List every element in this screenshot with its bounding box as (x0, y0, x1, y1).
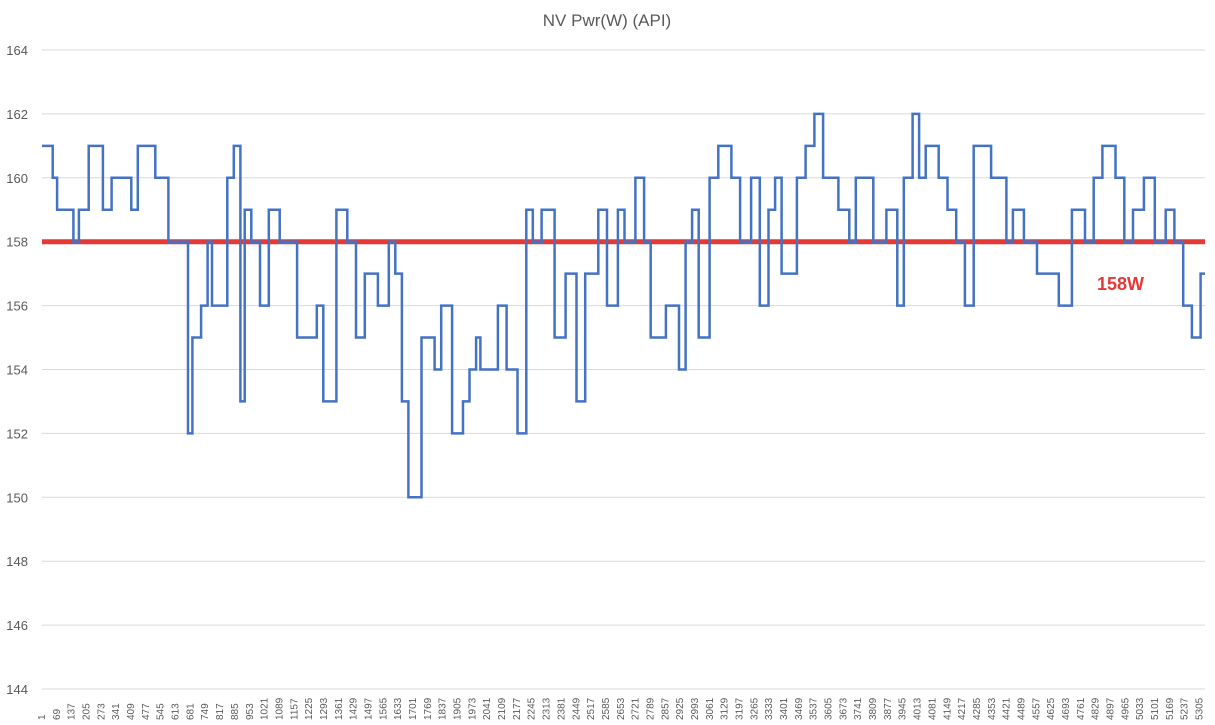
series-group (42, 112, 1205, 499)
x-tick-label: 5101 (1150, 697, 1161, 720)
x-tick-label: 1905 (453, 697, 464, 720)
y-tick-label: 144 (6, 682, 28, 697)
y-tick-label: 148 (6, 554, 28, 569)
x-axis-ticks: 1 69 137 205 273 341 409 477 545 613 681 749 817 885 9… (37, 697, 1206, 720)
x-tick-label: 1973 (467, 697, 478, 720)
y-tick-label: 156 (6, 299, 28, 314)
x-tick-label: 817 (215, 703, 226, 720)
x-tick-label: 1565 (378, 697, 389, 720)
x-tick-label: 1701 (408, 697, 419, 720)
x-tick-label: 477 (141, 703, 152, 720)
x-tick-label: 1089 (274, 697, 285, 720)
x-tick-label: 4285 (972, 697, 983, 720)
x-tick-label: 1497 (363, 697, 374, 720)
x-tick-label: 2789 (645, 697, 656, 720)
x-tick-label: 1837 (438, 697, 449, 720)
x-tick-label: 4081 (927, 697, 938, 720)
x-tick-label: 5305 (1195, 697, 1206, 720)
y-tick-label: 158 (6, 235, 28, 250)
x-tick-label: 4489 (1016, 697, 1027, 720)
x-tick-label: 5033 (1135, 697, 1146, 720)
x-tick-label: 3061 (705, 697, 716, 720)
x-tick-label: 1157 (289, 698, 300, 720)
x-tick-label: 3129 (720, 697, 731, 720)
x-tick-label: 5169 (1165, 697, 1176, 720)
y-tick-label: 146 (6, 618, 28, 633)
x-tick-label: 3333 (764, 697, 775, 720)
y-tick-label: 152 (6, 426, 28, 441)
x-tick-label: 3537 (809, 697, 820, 720)
x-tick-label: 4353 (987, 697, 998, 720)
x-tick-label: 3877 (883, 697, 894, 720)
y-tick-label: 162 (6, 107, 28, 122)
x-tick-label: 4693 (1061, 697, 1072, 720)
x-tick-label: 3809 (868, 697, 879, 720)
x-tick-label: 5237 (1180, 697, 1191, 720)
x-tick-label: 2041 (482, 697, 493, 720)
x-tick-label: 2449 (571, 697, 582, 720)
y-axis-ticks: 144 146 148 150 152 154 156 158 160 162 164 (6, 43, 28, 697)
y-tick-label: 164 (6, 43, 28, 58)
x-tick-label: 1 (37, 714, 48, 720)
x-tick-label: 1293 (319, 697, 330, 720)
x-tick-label: 4013 (913, 697, 924, 720)
x-tick-label: 2925 (675, 697, 686, 720)
x-tick-label: 1361 (334, 697, 345, 720)
x-tick-label: 2585 (601, 697, 612, 720)
x-tick-label: 3469 (794, 697, 805, 720)
x-tick-label: 69 (52, 708, 63, 720)
x-tick-label: 4625 (1046, 697, 1057, 720)
x-tick-label: 2653 (616, 697, 627, 720)
x-tick-label: 137 (67, 703, 78, 720)
x-tick-label: 3605 (824, 697, 835, 720)
x-tick-label: 3401 (779, 697, 790, 720)
x-tick-label: 3265 (749, 697, 760, 720)
x-tick-label: 681 (185, 703, 196, 720)
gridlines (42, 49, 1205, 690)
x-tick-label: 1021 (260, 697, 271, 720)
x-tick-label: 4149 (942, 697, 953, 720)
x-tick-label: 3197 (734, 697, 745, 720)
x-tick-label: 205 (82, 703, 93, 720)
x-tick-label: 2381 (556, 697, 567, 720)
x-tick-label: 2109 (497, 697, 508, 720)
x-tick-label: 3741 (853, 697, 864, 720)
x-tick-label: 749 (200, 703, 211, 720)
x-tick-label: 2313 (542, 697, 553, 720)
x-tick-label: 4897 (1106, 697, 1117, 720)
x-tick-label: 545 (156, 703, 167, 720)
x-tick-label: 2857 (660, 697, 671, 720)
x-tick-label: 409 (126, 703, 137, 720)
x-tick-label: 4965 (1120, 697, 1131, 720)
x-tick-label: 4829 (1091, 697, 1102, 720)
x-tick-label: 885 (230, 703, 241, 720)
x-tick-label: 4761 (1076, 697, 1087, 720)
x-tick-label: 4557 (1031, 697, 1042, 720)
x-tick-label: 2177 (512, 697, 523, 720)
x-tick-label: 341 (111, 703, 122, 720)
x-tick-label: 2517 (586, 697, 597, 720)
y-tick-label: 150 (6, 490, 28, 505)
x-tick-label: 2721 (631, 697, 642, 720)
series-line (42, 112, 1205, 499)
reference-line-label: 158W (1097, 274, 1144, 294)
y-tick-label: 160 (6, 171, 28, 186)
chart-title: NV Pwr(W) (API) (543, 11, 671, 30)
y-tick-label: 154 (6, 363, 28, 378)
x-tick-label: 1769 (423, 697, 434, 720)
x-tick-label: 4421 (1002, 697, 1013, 720)
x-tick-label: 953 (245, 703, 256, 720)
x-tick-label: 3945 (898, 697, 909, 720)
x-tick-label: 2993 (690, 697, 701, 720)
x-tick-label: 1225 (304, 697, 315, 720)
x-tick-label: 4217 (957, 697, 968, 720)
x-tick-label: 1429 (349, 697, 360, 720)
x-tick-label: 273 (96, 703, 107, 720)
x-tick-label: 613 (171, 703, 182, 720)
x-tick-label: 1633 (393, 697, 404, 720)
x-tick-label: 2245 (527, 697, 538, 720)
x-tick-label: 3673 (838, 697, 849, 720)
